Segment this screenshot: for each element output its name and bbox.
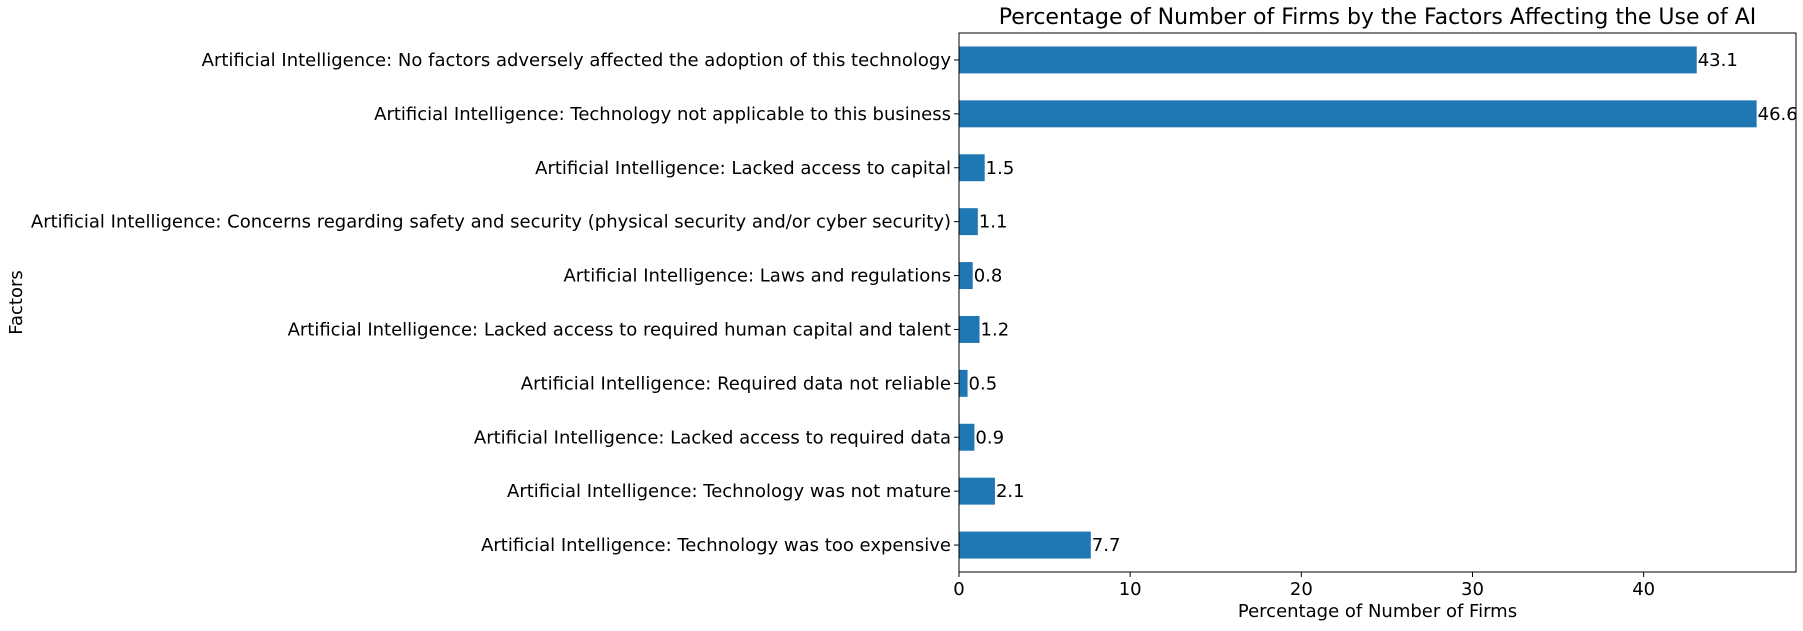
data-label: 2.1: [996, 481, 1025, 502]
data-label: 43.1: [1698, 50, 1738, 71]
y-tick-label: Artificial Intelligence: Concerns regard…: [31, 212, 951, 233]
bar: [959, 423, 975, 451]
y-tick-label: Artificial Intelligence: Technology was …: [481, 535, 951, 556]
data-label: 0.9: [975, 427, 1004, 448]
bar: [959, 262, 973, 290]
x-tick-label: 0: [953, 579, 964, 600]
data-label: 0.5: [969, 373, 998, 394]
y-tick-label: Artificial Intelligence: Technology not …: [374, 104, 951, 125]
x-tick-label: 10: [1119, 579, 1142, 600]
y-tick-label: Artificial Intelligence: Lacked access t…: [535, 158, 951, 179]
y-tick-label: Artificial Intelligence: No factors adve…: [202, 50, 952, 71]
y-tick-label: Artificial Intelligence: Technology was …: [507, 481, 951, 502]
bar: [959, 208, 978, 236]
x-axis-label: Percentage of Number of Firms: [1238, 601, 1517, 622]
bars-layer: 43.1 46.6 1.5 1.1 0.8 1.2 0.5 0.9 2.1 7.7: [959, 46, 1798, 559]
axes-layer: Artificial Intelligence: No factors adve…: [31, 32, 1797, 600]
data-label: 1.1: [979, 212, 1008, 233]
chart-title: Percentage of Number of Firms by the Fac…: [999, 5, 1757, 30]
x-tick-label: 30: [1461, 579, 1484, 600]
data-label: 0.8: [974, 266, 1003, 287]
plot-frame: [958, 32, 1797, 573]
bar: [959, 46, 1697, 74]
bar: [959, 531, 1091, 559]
bar: [959, 100, 1757, 128]
bar: [959, 369, 968, 397]
x-tick-label: 40: [1632, 579, 1655, 600]
bar: [959, 477, 995, 505]
data-label: 1.5: [986, 158, 1015, 179]
x-tick-label: 20: [1290, 579, 1313, 600]
y-tick-label: Artificial Intelligence: Laws and regula…: [563, 266, 951, 287]
data-label: 1.2: [981, 319, 1010, 340]
y-tick-label: Artificial Intelligence: Lacked access t…: [474, 427, 951, 448]
data-label: 46.6: [1758, 104, 1798, 125]
y-tick-label: Artificial Intelligence: Required data n…: [521, 373, 951, 394]
y-axis-label: Factors: [6, 270, 27, 334]
bar: [959, 315, 980, 343]
data-label: 7.7: [1092, 535, 1121, 556]
bar: [959, 154, 985, 182]
y-tick-label: Artificial Intelligence: Lacked access t…: [288, 319, 951, 340]
